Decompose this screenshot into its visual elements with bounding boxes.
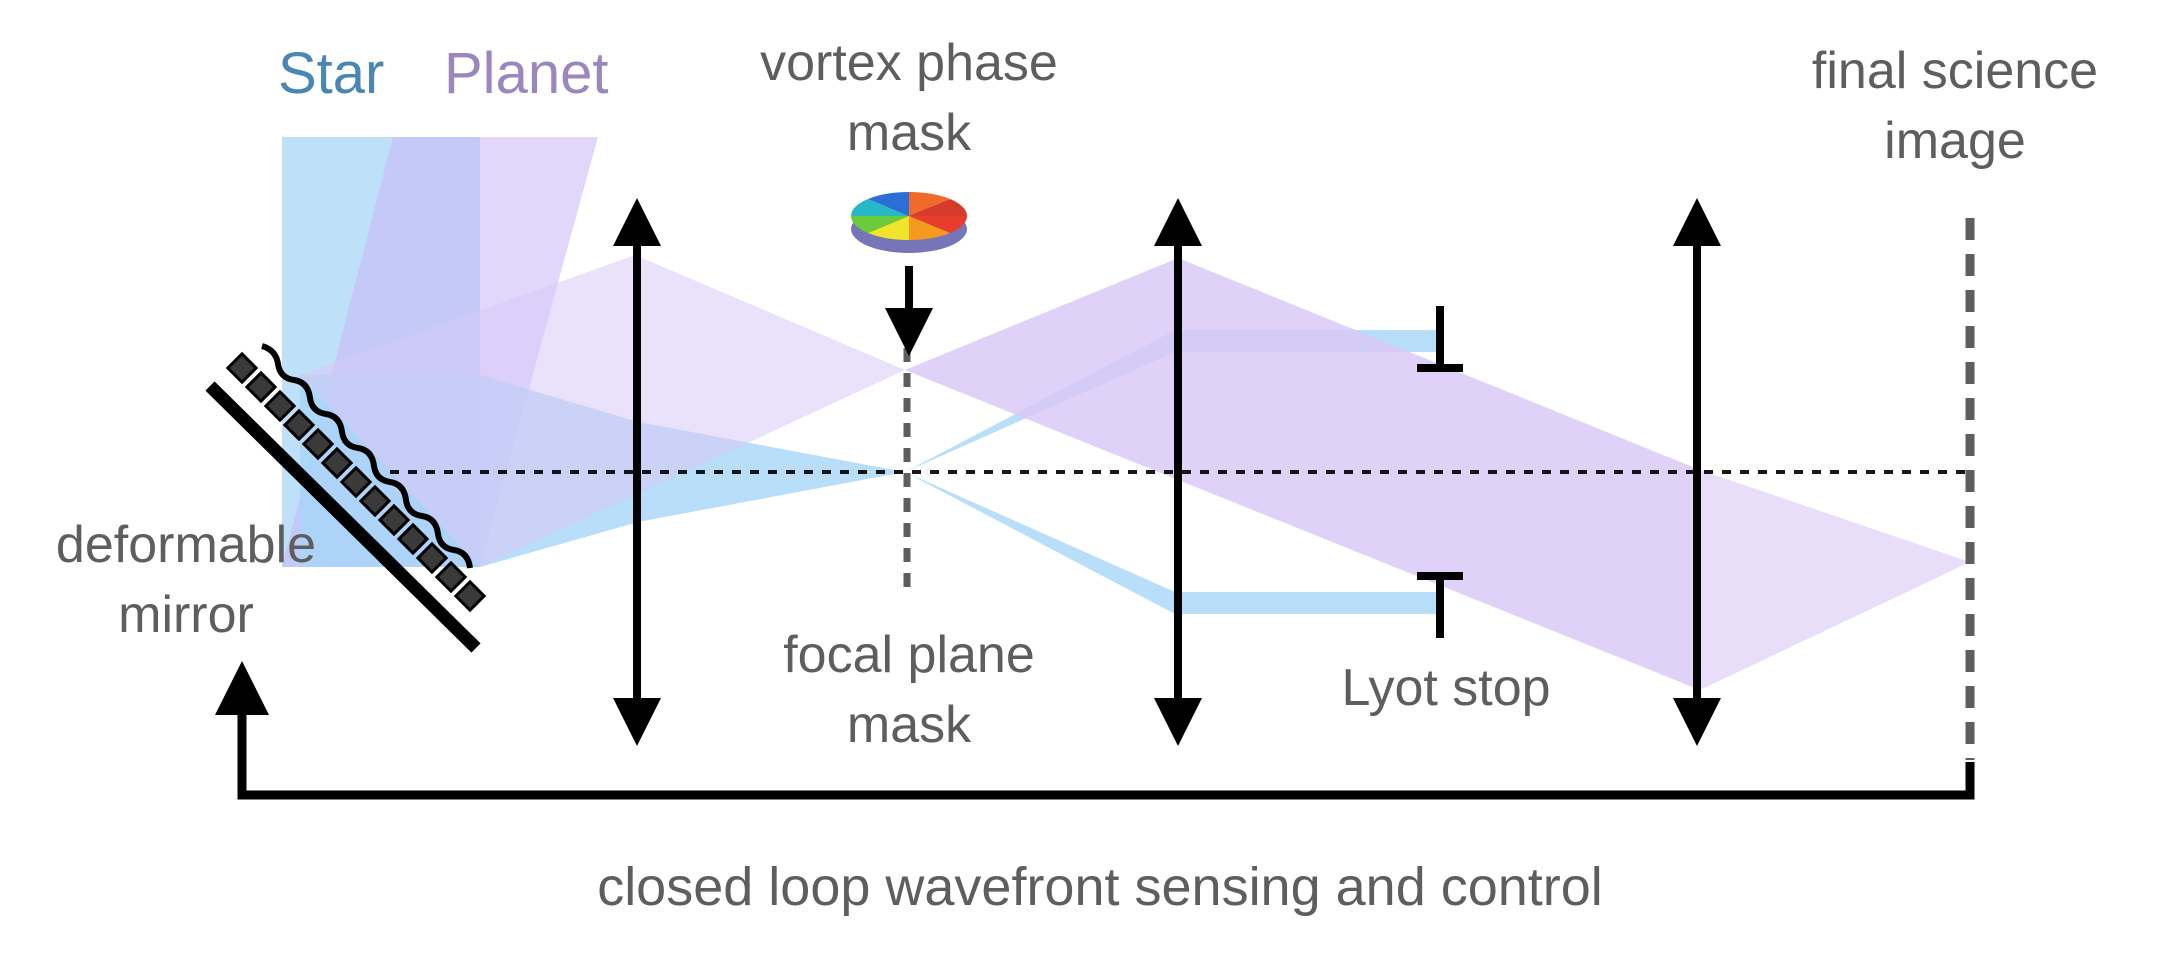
planet-beam-1 xyxy=(300,255,905,567)
legend-star: Star xyxy=(278,41,384,106)
beams xyxy=(282,137,1970,690)
vortex-label-2: mask xyxy=(847,104,972,162)
lenses xyxy=(613,198,1721,746)
fpm-label-2: mask xyxy=(847,696,972,754)
dm-label-2: mirror xyxy=(118,586,254,644)
final-image-label-2: image xyxy=(1884,112,2026,170)
deformable-mirror xyxy=(205,343,487,653)
final-image-label-1: final science xyxy=(1812,42,2098,100)
lyot-label: Lyot stop xyxy=(1341,659,1550,717)
feedback-loop-arrow xyxy=(215,661,1975,800)
star-lower-residual xyxy=(905,472,1440,614)
vortex-mask-icon xyxy=(851,191,967,253)
legend-planet: Planet xyxy=(444,41,608,106)
loop-label: closed loop wavefront sensing and contro… xyxy=(597,857,1603,917)
vortex-label-1: vortex phase xyxy=(760,34,1058,92)
dm-label-1: deformable xyxy=(56,516,316,574)
fpm-label-1: focal plane xyxy=(783,626,1035,684)
lyot-stop xyxy=(1417,306,1463,638)
